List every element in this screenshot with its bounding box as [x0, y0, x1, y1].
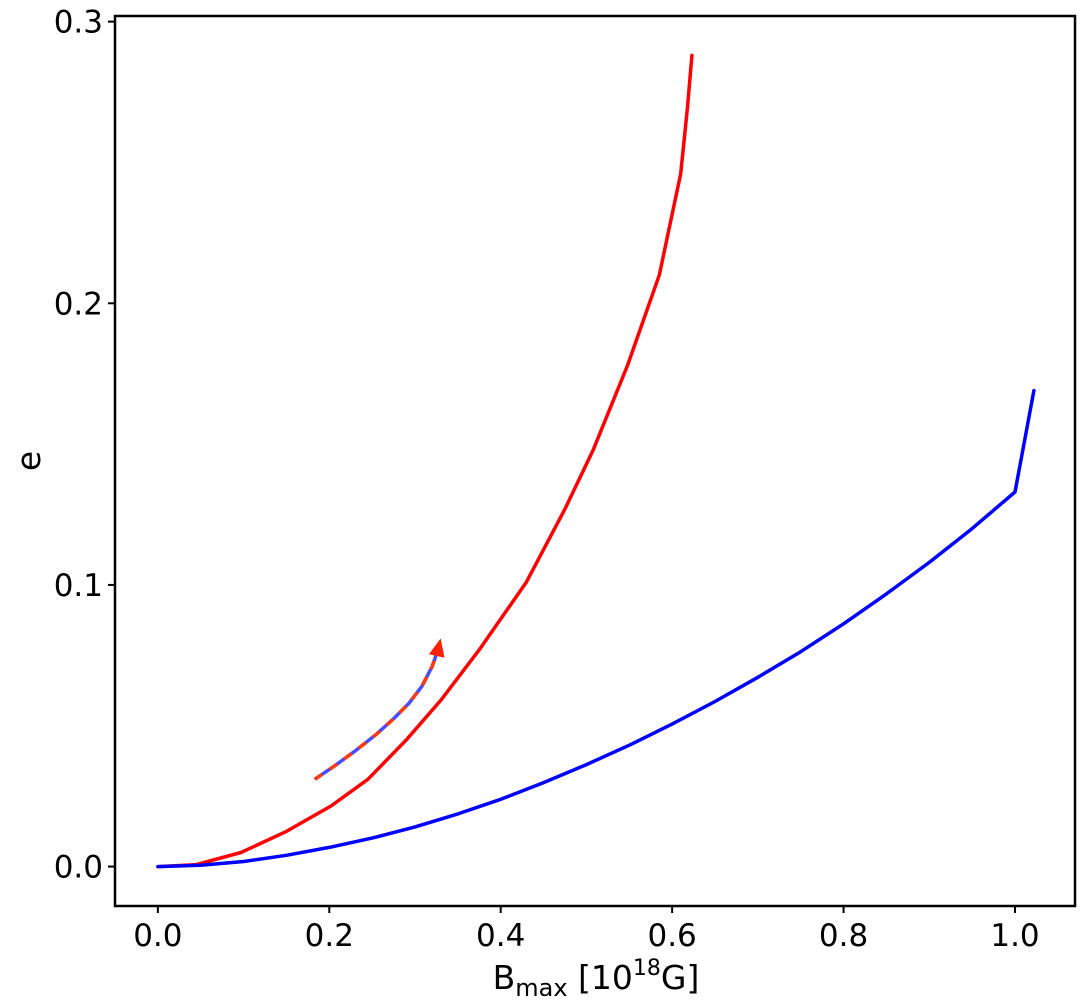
x-axis-label-unit-suffix: G]: [661, 958, 699, 997]
x-axis-label: Bmax [1018G]: [493, 956, 700, 1002]
x-axis-label-superscript: 18: [633, 956, 661, 981]
annotation-layer: [315, 638, 445, 779]
y-axis-label: e: [9, 451, 48, 471]
series-line-1: [158, 55, 692, 866]
arrow-head: [429, 638, 445, 657]
y-tick-label: 0.2: [54, 286, 103, 322]
x-axis-label-subscript: max: [515, 974, 567, 1002]
arrow-shaft-blue: [315, 650, 438, 780]
x-axis-label-base: B: [493, 958, 516, 997]
x-tick-label: 0.4: [476, 918, 525, 954]
x-tick-label: 1.0: [990, 918, 1039, 954]
plot-frame: [115, 16, 1075, 906]
x-tick-label: 0.2: [305, 918, 354, 954]
tick-layer: 0.0 0.2 0.4 0.6 0.8 1.0 0.0 0.1 0.2 0.3: [54, 5, 1040, 954]
series-layer: [158, 55, 1034, 866]
x-axis-label-unit: [10: [568, 958, 633, 997]
arrow-shaft-red-dashes: [315, 650, 438, 780]
y-tick-label: 0.0: [54, 850, 103, 886]
x-tick-label: 0.0: [133, 918, 182, 954]
series-line-2: [158, 391, 1034, 867]
x-tick-label: 0.6: [647, 918, 696, 954]
y-tick-label: 0.1: [54, 568, 103, 604]
y-tick-label: 0.3: [54, 5, 103, 41]
x-tick-label: 0.8: [819, 918, 868, 954]
